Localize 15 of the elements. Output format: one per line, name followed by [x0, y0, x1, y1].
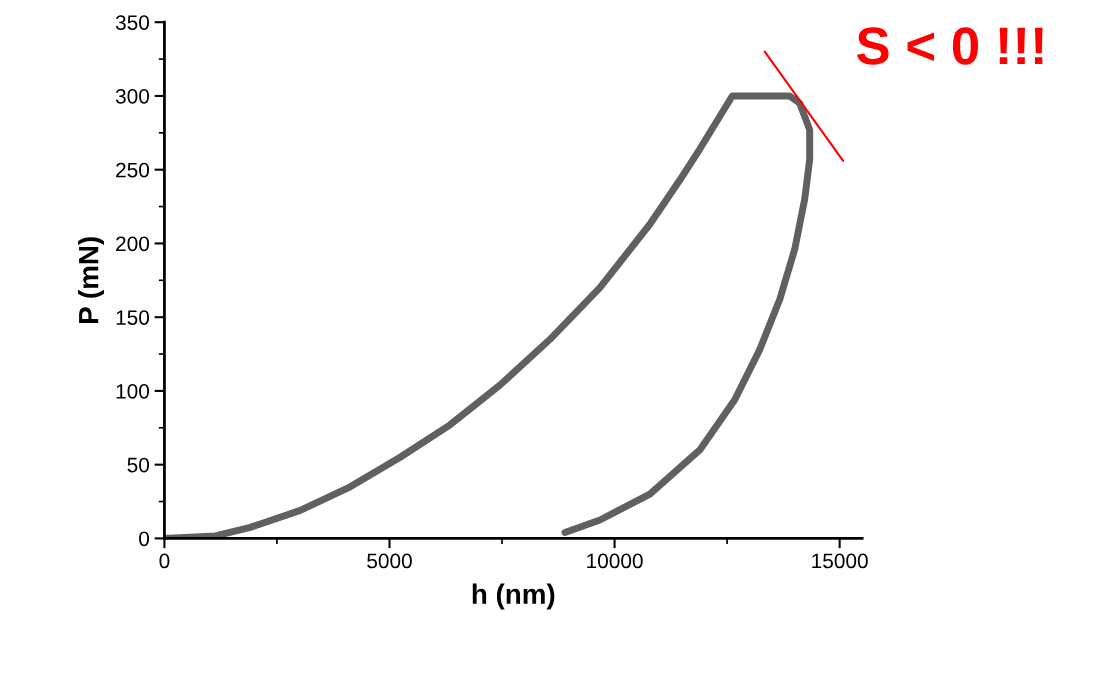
y-tick-label: 350 — [115, 15, 150, 30]
y-tick-label: 250 — [116, 162, 150, 178]
y-axis-title: P (mN) — [78, 237, 104, 323]
x-tick-label: 5000 — [367, 553, 412, 569]
x-tick-label: 10000 — [587, 553, 643, 569]
annotation: S < 0 !!! — [856, 27, 1043, 65]
x-tick-label: 0 — [159, 553, 170, 569]
x-tick-label: 15000 — [812, 553, 868, 569]
y-tick-label: 0 — [139, 531, 150, 547]
y-tick-label: 300 — [115, 88, 150, 104]
x-axis-title: h (nm) — [472, 583, 555, 610]
y-tick-label: 100 — [116, 383, 150, 399]
y-tick-label: 150 — [116, 310, 150, 325]
y-tick-label: 200 — [116, 236, 150, 252]
y-tick-label: 50 — [127, 457, 150, 473]
